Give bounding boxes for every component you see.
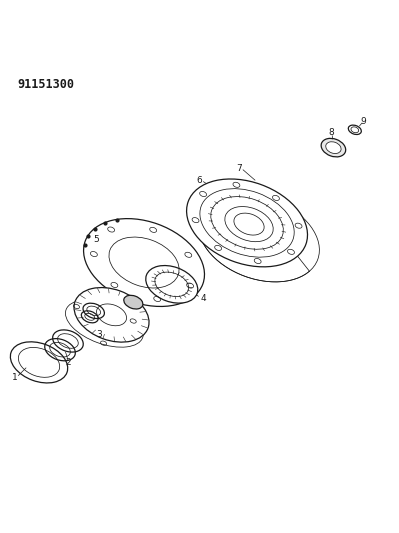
Ellipse shape [74,288,149,342]
Text: 6: 6 [197,176,202,184]
Ellipse shape [124,295,143,309]
Text: 3: 3 [97,330,103,339]
Text: 7: 7 [236,164,242,173]
Ellipse shape [83,219,205,306]
Text: 1: 1 [12,373,17,382]
Ellipse shape [187,179,308,267]
Text: 5: 5 [93,235,99,244]
Text: 8: 8 [328,128,334,137]
Ellipse shape [65,300,143,347]
Ellipse shape [321,139,346,157]
Text: 4: 4 [201,295,206,303]
Text: 9: 9 [361,117,366,126]
Ellipse shape [326,142,341,154]
Text: 2: 2 [65,358,71,367]
Text: 91151300: 91151300 [17,78,74,91]
Ellipse shape [146,265,198,303]
